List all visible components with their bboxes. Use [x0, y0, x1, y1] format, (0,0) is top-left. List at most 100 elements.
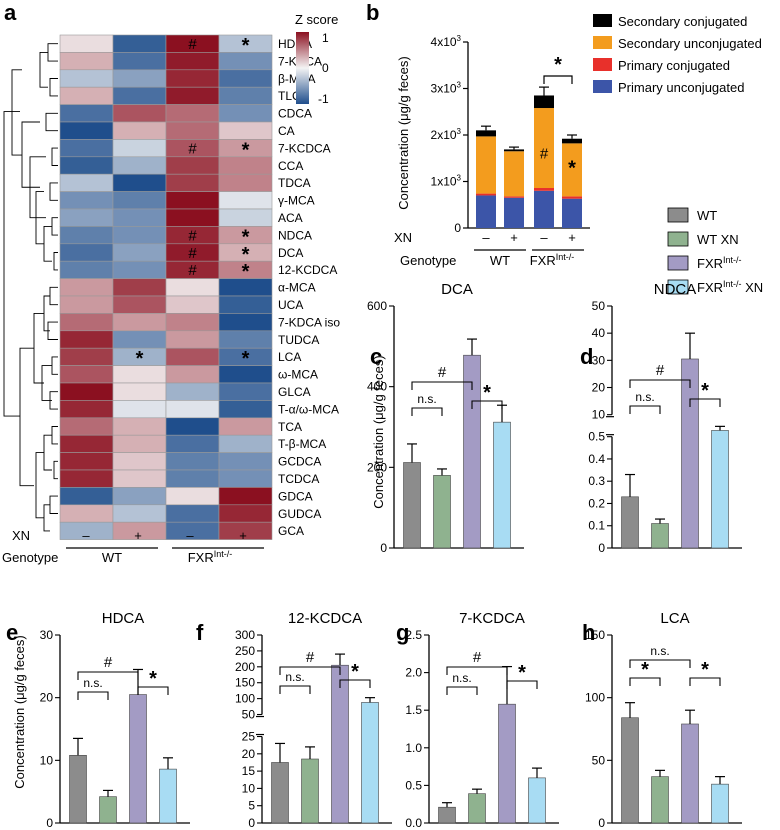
- heatmap-xn-mark-3: –: [186, 528, 194, 543]
- dendrogram-branch: [51, 356, 58, 375]
- panel-b-bar-segment: [504, 197, 524, 228]
- panel-d-hash-mark: #: [656, 362, 665, 379]
- heatmap-row-label: 7-KDCA iso: [278, 315, 340, 329]
- panel-f-ytick-label: 100: [235, 692, 255, 706]
- panel-d: d NDCA 0 0.1 0.2 0.3 0.4 0.5 10 20 30 40 50 #n.s. *: [580, 281, 742, 555]
- heatmap-cell: [112, 434, 167, 453]
- panel-d-ytick-label: 0.5: [588, 430, 605, 444]
- heatmap-cell: [218, 313, 273, 332]
- panel-e-ytick-label: 10: [40, 753, 54, 767]
- panel-f-bar: [271, 762, 289, 824]
- panel-c-ytick-label: 200: [367, 460, 387, 474]
- panel-d-bar: [651, 523, 669, 549]
- panel-g-ytick-label: 2.5: [405, 628, 422, 642]
- heatmap-cell: [59, 365, 114, 384]
- heatmap-cell: [59, 313, 114, 332]
- panel-b-xn-2: +: [510, 230, 518, 245]
- heatmap-cell: [218, 487, 273, 506]
- panel-d-bar: [621, 496, 639, 549]
- heatmap-xn-mark-2: +: [134, 528, 142, 543]
- heatmap-cell: [112, 504, 167, 523]
- heatmap-cell: [59, 69, 114, 88]
- heatmap-cell: [59, 400, 114, 419]
- panel-d-title: NDCA: [654, 281, 697, 298]
- panel-d-star-mark: *: [701, 380, 709, 402]
- group-legend-swatch: [667, 255, 689, 271]
- heatmap-cell: [112, 260, 167, 279]
- panel-f-hash-mark: #: [306, 649, 315, 666]
- heatmap-cell: [218, 121, 273, 140]
- panel-label-e: e: [6, 620, 18, 645]
- panel-h-star2-bracket: [689, 677, 721, 686]
- heatmap-star-mark: *: [242, 261, 250, 283]
- heatmap-star-mark: *: [242, 35, 250, 57]
- panel-h-ns-bracket: [629, 659, 691, 668]
- panel-b-ylabel: Concentration (μg/g feces): [396, 56, 411, 209]
- group-legend-label: WT XN: [697, 232, 739, 247]
- panel-h-bar: [621, 717, 639, 824]
- dendrogram-branch: [11, 69, 22, 156]
- panel-c-bar: [403, 462, 421, 549]
- dendrogram-branch: [53, 460, 58, 480]
- dendrogram-branch: [35, 452, 44, 519]
- heatmap-cell: [218, 104, 273, 123]
- panel-h-star-bracket: [629, 677, 661, 686]
- panel-c-ylabel: Concentration (μg/g feces): [371, 355, 386, 508]
- panel-f-ytick-label: 5: [248, 799, 255, 813]
- heatmap-cell: [59, 173, 114, 192]
- panel-b-plot: 0 1x103 2x103 3x103 4x103 # * *: [431, 34, 590, 235]
- heatmap-cell: [165, 434, 220, 453]
- stack-legend-swatch: [593, 80, 612, 93]
- heatmap-cell: [112, 487, 167, 506]
- heatmap-xn-label: XN: [12, 528, 30, 543]
- panel-h-ytick-label: 50: [592, 753, 606, 767]
- heatmap-cell: [218, 521, 273, 540]
- panel-d-ytick-label: 0: [598, 541, 605, 555]
- panel-b-xn-4: +: [568, 230, 576, 245]
- panel-d-ytick-label: 40: [592, 326, 606, 340]
- panel-e-bar: [129, 694, 147, 824]
- heatmap-cell: [165, 504, 220, 523]
- heatmap-row-label: ω-MCA: [278, 368, 318, 382]
- heatmap-cell: [112, 243, 167, 262]
- heatmap-cell: [59, 417, 114, 436]
- panel-g-ytick-label: 0.0: [405, 816, 422, 830]
- heatmap-cell: [218, 452, 273, 471]
- panel-c-star-bracket: [471, 400, 503, 409]
- heatmap-cell: [165, 121, 220, 140]
- dendrogram-branch: [3, 111, 20, 417]
- heatmap-cell: [59, 469, 114, 488]
- panel-e-ytick-label: 30: [40, 628, 54, 642]
- dendrogram-branch: [49, 495, 58, 514]
- panel-b-bar-segment: [476, 193, 496, 196]
- heatmap-cell: [165, 487, 220, 506]
- stack-legend: Secondary conjugated Secondary unconjugat…: [593, 14, 762, 95]
- panel-label-c: c: [370, 344, 382, 369]
- panel-d-ytick-label: 0.1: [588, 519, 605, 533]
- panel-f-ytick-label: 0: [248, 816, 255, 830]
- panel-f: f 12-KCDCA 0 5 10 15 20 25 50 100 150 200 250 300 #n.s…: [196, 610, 392, 830]
- panel-b-comparison-star: *: [554, 54, 562, 76]
- panel-g-hash-mark: #: [473, 649, 482, 666]
- panel-c-ytick-label: 0: [380, 541, 387, 555]
- panel-c-ns-mark: n.s.: [417, 392, 436, 406]
- heatmap-cell: [218, 86, 273, 105]
- heatmap-cell: [218, 69, 273, 88]
- panel-d-ytick-label: 30: [592, 353, 606, 367]
- panel-f-star-mark: *: [351, 661, 359, 683]
- heatmap-column-annotation: XN – + – + Genotype WT FXRInt-/-: [2, 528, 264, 565]
- heatmap-cell: [112, 226, 167, 245]
- panel-e-bar: [69, 755, 87, 824]
- panel-g: g 7-KCDCA 0.0 0.5 1.0 1.5 2.0 2.5 #n.s. *: [396, 610, 559, 830]
- heatmap-cell: [59, 487, 114, 506]
- heatmap-hash-mark: #: [188, 227, 197, 244]
- panel-b-bar-segment: [504, 196, 524, 198]
- heatmap-genotype-fxr: FXRInt-/-: [188, 549, 233, 565]
- panel-g-ytick-label: 0.5: [405, 778, 422, 792]
- panel-g-hash-bracket: [446, 666, 508, 675]
- heatmap-cell: [218, 173, 273, 192]
- panel-b-ytick-label: 0: [454, 221, 461, 235]
- heatmap-cell: [59, 434, 114, 453]
- panel-d-ytick-label: 0.2: [588, 496, 605, 510]
- panel-b-genotype-fxr: FXRInt-/-: [530, 252, 575, 268]
